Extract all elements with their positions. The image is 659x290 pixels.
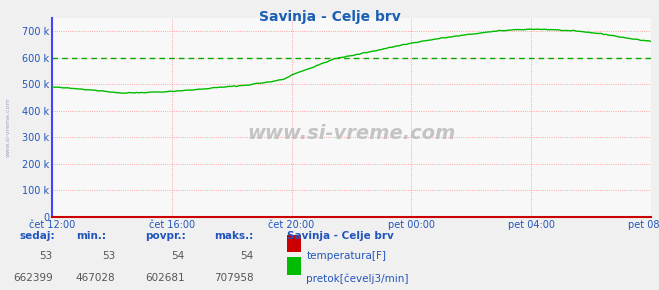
Text: 53: 53: [40, 251, 53, 261]
Text: pretok[čevelj3/min]: pretok[čevelj3/min]: [306, 273, 409, 284]
Text: min.:: min.:: [76, 231, 106, 240]
Text: 707958: 707958: [214, 273, 254, 283]
Text: 54: 54: [241, 251, 254, 261]
Text: Savinja - Celje brv: Savinja - Celje brv: [258, 10, 401, 24]
Text: www.si-vreme.com: www.si-vreme.com: [247, 124, 455, 143]
Text: sedaj:: sedaj:: [20, 231, 55, 240]
Text: maks.:: maks.:: [214, 231, 254, 240]
Text: 662399: 662399: [13, 273, 53, 283]
Text: 467028: 467028: [76, 273, 115, 283]
Text: 602681: 602681: [145, 273, 185, 283]
Text: 54: 54: [171, 251, 185, 261]
Text: www.si-vreme.com: www.si-vreme.com: [5, 98, 11, 157]
Text: 53: 53: [102, 251, 115, 261]
Text: Savinja - Celje brv: Savinja - Celje brv: [287, 231, 393, 240]
Text: povpr.:: povpr.:: [145, 231, 186, 240]
Text: temperatura[F]: temperatura[F]: [306, 251, 386, 261]
